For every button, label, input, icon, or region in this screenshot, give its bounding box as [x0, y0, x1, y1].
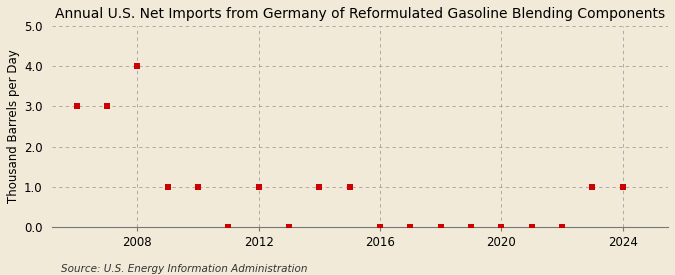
Point	[284, 225, 294, 229]
Point	[587, 185, 597, 189]
Point	[435, 225, 446, 229]
Point	[405, 225, 416, 229]
Point	[496, 225, 507, 229]
Point	[72, 104, 82, 109]
Point	[375, 225, 385, 229]
Point	[223, 225, 234, 229]
Point	[556, 225, 567, 229]
Text: Source: U.S. Energy Information Administration: Source: U.S. Energy Information Administ…	[61, 264, 307, 274]
Point	[526, 225, 537, 229]
Point	[192, 185, 203, 189]
Point	[132, 64, 143, 68]
Point	[344, 185, 355, 189]
Y-axis label: Thousand Barrels per Day: Thousand Barrels per Day	[7, 50, 20, 204]
Point	[617, 185, 628, 189]
Point	[466, 225, 477, 229]
Point	[314, 185, 325, 189]
Point	[162, 185, 173, 189]
Title: Annual U.S. Net Imports from Germany of Reformulated Gasoline Blending Component: Annual U.S. Net Imports from Germany of …	[55, 7, 666, 21]
Point	[102, 104, 113, 109]
Point	[253, 185, 264, 189]
